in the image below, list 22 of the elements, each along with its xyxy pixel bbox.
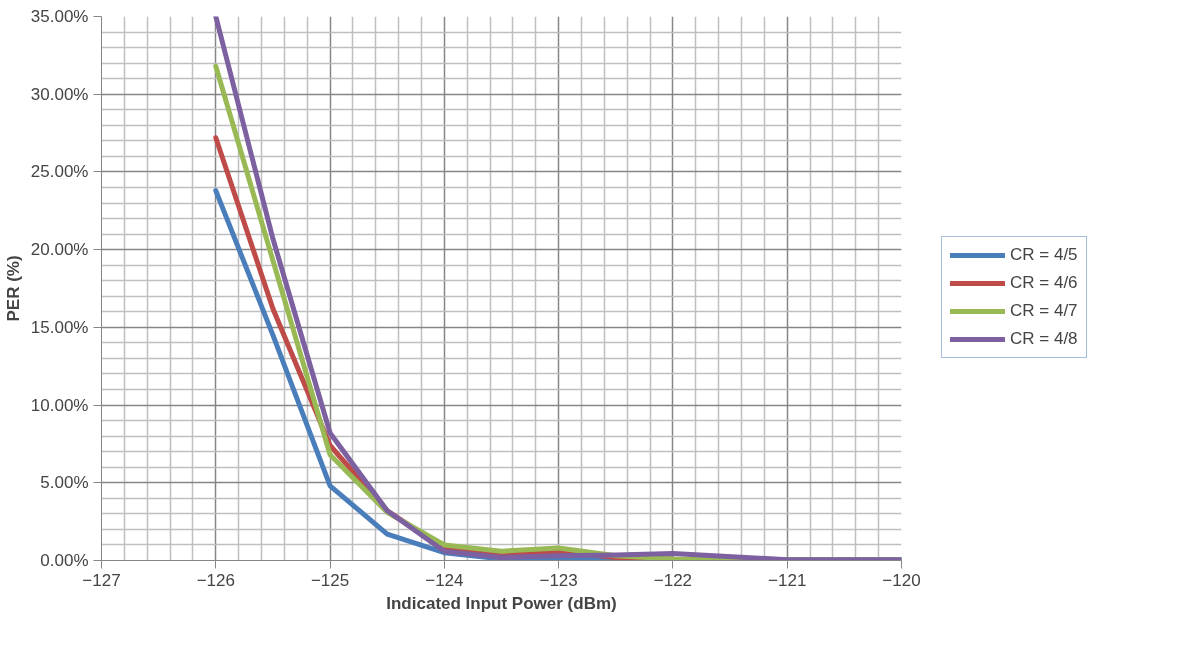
y-tick-label: 15.00% — [30, 317, 89, 337]
y-tick-label: 30.00% — [30, 84, 89, 104]
x-tick-label: −121 — [768, 570, 807, 590]
x-tick-label: −120 — [882, 570, 921, 590]
x-tick-label: −126 — [196, 570, 235, 590]
y-tick-label: 5.00% — [40, 473, 89, 493]
legend-label: CR = 4/7 — [1010, 301, 1078, 321]
y-tick-label: 25.00% — [30, 162, 89, 182]
x-tick-label: −124 — [425, 570, 464, 590]
y-axis-title: PER (%) — [3, 255, 23, 322]
x-tick-label: −123 — [539, 570, 578, 590]
x-axis-title: Indicated Input Power (dBm) — [386, 593, 617, 613]
y-tick-label: 20.00% — [30, 240, 89, 260]
x-tick-label: −122 — [653, 570, 693, 590]
legend-label: CR = 4/8 — [1010, 329, 1078, 349]
y-tick-label: 35.00% — [30, 7, 89, 26]
y-tick-label: 0.00% — [40, 551, 89, 570]
x-tick-label: −127 — [82, 570, 121, 590]
x-tick-label: −125 — [310, 570, 350, 590]
legend-label: CR = 4/5 — [1010, 245, 1078, 265]
y-tick-label: 10.00% — [30, 395, 89, 415]
legend-label: CR = 4/6 — [1010, 273, 1078, 293]
